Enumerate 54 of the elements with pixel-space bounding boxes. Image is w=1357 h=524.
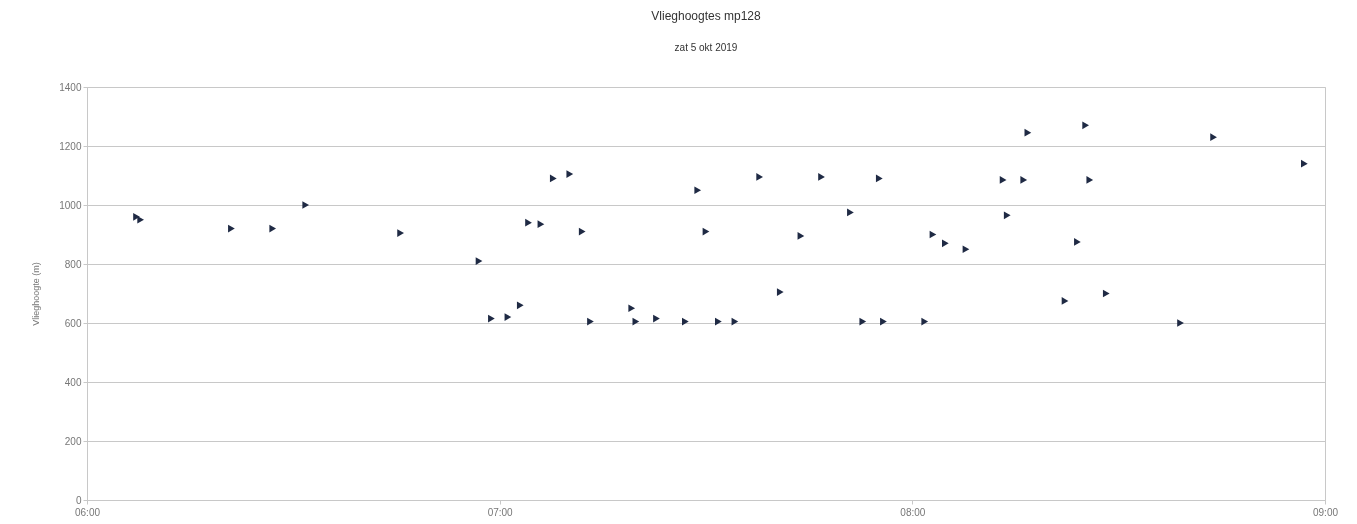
point <box>941 239 949 248</box>
point <box>682 317 689 326</box>
point <box>818 173 825 181</box>
point <box>929 230 937 239</box>
point <box>921 317 929 326</box>
x-tick-label: 06:00 <box>74 506 101 518</box>
point <box>587 317 594 326</box>
chart-subtitle: zat 5 okt 2019 <box>674 42 738 53</box>
point <box>1086 176 1094 184</box>
point <box>999 176 1007 184</box>
point <box>228 224 235 233</box>
y-tick-label: 1400 <box>59 81 82 93</box>
x-tick-label: 08:00 <box>900 506 926 518</box>
y-tick-label: 800 <box>64 258 82 270</box>
point <box>756 173 763 181</box>
point <box>628 304 636 313</box>
point <box>525 218 532 227</box>
point <box>397 229 404 237</box>
point <box>1003 211 1011 220</box>
point <box>632 317 640 326</box>
point <box>1074 238 1081 246</box>
point <box>1061 297 1069 305</box>
y-tick-label: 1200 <box>59 140 82 152</box>
chart-title: Vlieghoogtes mp128 <box>651 9 762 23</box>
y-axis-title: Vlieghoogte (m) <box>31 262 42 326</box>
point <box>1020 176 1028 184</box>
point <box>776 288 784 296</box>
point <box>578 227 586 236</box>
point <box>1301 159 1308 168</box>
point <box>875 174 883 183</box>
point <box>702 227 710 236</box>
y-tick-label: 400 <box>64 376 82 388</box>
point <box>653 314 660 323</box>
point <box>715 317 722 326</box>
y-tick-label: 1000 <box>59 199 82 211</box>
point <box>488 314 495 323</box>
point <box>302 201 310 209</box>
point <box>847 208 854 217</box>
x-tick-label: 07:00 <box>487 506 514 518</box>
point <box>1177 319 1184 327</box>
point <box>694 186 702 195</box>
y-tick-label: 200 <box>64 435 82 447</box>
point <box>549 174 557 183</box>
point <box>1210 133 1217 142</box>
point <box>1102 289 1110 298</box>
point <box>269 224 277 233</box>
y-tick-label: 0 <box>75 494 82 506</box>
y-tick-label: 600 <box>64 317 82 329</box>
x-tick-label: 09:00 <box>1312 506 1339 518</box>
point <box>566 170 574 178</box>
point <box>516 301 524 310</box>
point <box>859 317 867 326</box>
point <box>880 317 887 326</box>
point <box>1082 121 1090 130</box>
